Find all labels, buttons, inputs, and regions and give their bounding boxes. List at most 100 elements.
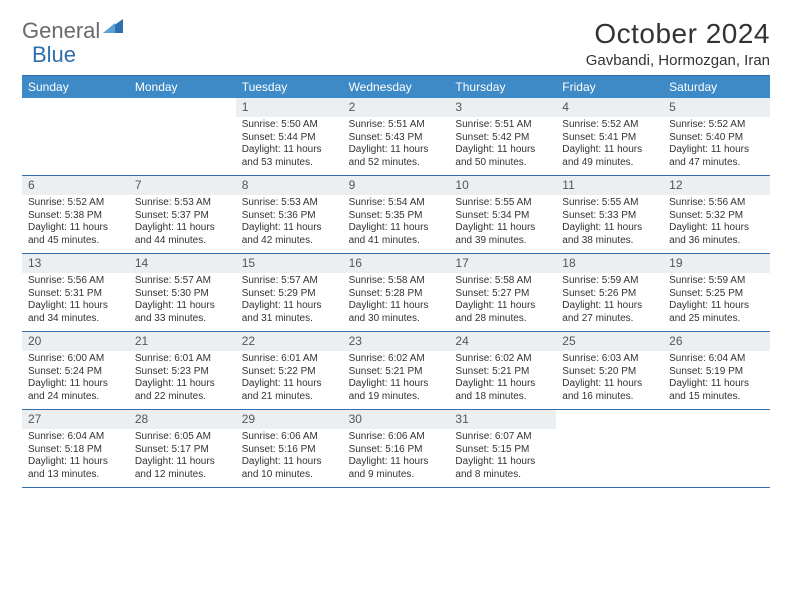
daylight-line: Daylight: 11 hours [669,222,764,235]
daylight-line: and 49 minutes. [562,157,657,170]
calendar-cell: .... [663,410,770,487]
daylight-line: Daylight: 11 hours [242,144,337,157]
sunrise-line: Sunrise: 6:02 AM [455,353,550,366]
sunset-line: Sunset: 5:40 PM [669,132,764,145]
sunset-line: Sunset: 5:42 PM [455,132,550,145]
day-number: 4 [556,98,663,117]
sunset-line: Sunset: 5:16 PM [349,444,444,457]
day-number: 6 [22,176,129,195]
day-body: Sunrise: 5:53 AMSunset: 5:36 PMDaylight:… [236,197,343,247]
day-body: Sunrise: 5:57 AMSunset: 5:29 PMDaylight:… [236,275,343,325]
sunrise-line: Sunrise: 5:56 AM [669,197,764,210]
calendar-week: 6Sunrise: 5:52 AMSunset: 5:38 PMDaylight… [22,176,770,254]
daylight-line: and 8 minutes. [455,469,550,482]
day-body: Sunrise: 5:59 AMSunset: 5:25 PMDaylight:… [663,275,770,325]
calendar-cell: 6Sunrise: 5:52 AMSunset: 5:38 PMDaylight… [22,176,129,253]
sunrise-line: Sunrise: 6:01 AM [135,353,230,366]
daylight-line: Daylight: 11 hours [455,144,550,157]
sunrise-line: Sunrise: 6:05 AM [135,431,230,444]
daylight-line: Daylight: 11 hours [562,300,657,313]
sunset-line: Sunset: 5:29 PM [242,288,337,301]
day-number: 22 [236,332,343,351]
sunset-line: Sunset: 5:19 PM [669,366,764,379]
day-number: 27 [22,410,129,429]
sunset-line: Sunset: 5:35 PM [349,210,444,223]
sunrise-line: Sunrise: 6:04 AM [669,353,764,366]
day-body: Sunrise: 6:02 AMSunset: 5:21 PMDaylight:… [343,353,450,403]
weekday: Tuesday [236,76,343,98]
weekday: Saturday [663,76,770,98]
daylight-line: and 33 minutes. [135,313,230,326]
day-number: 10 [449,176,556,195]
logo-word1: General [22,18,100,44]
day-body: Sunrise: 5:51 AMSunset: 5:42 PMDaylight:… [449,119,556,169]
calendar-cell: 27Sunrise: 6:04 AMSunset: 5:18 PMDayligh… [22,410,129,487]
sunrise-line: Sunrise: 5:56 AM [28,275,123,288]
day-body: Sunrise: 5:55 AMSunset: 5:33 PMDaylight:… [556,197,663,247]
day-number: 2 [343,98,450,117]
daylight-line: Daylight: 11 hours [455,378,550,391]
calendar-cell: 29Sunrise: 6:06 AMSunset: 5:16 PMDayligh… [236,410,343,487]
day-body: Sunrise: 5:52 AMSunset: 5:40 PMDaylight:… [663,119,770,169]
daylight-line: Daylight: 11 hours [135,456,230,469]
sunrise-line: Sunrise: 6:01 AM [242,353,337,366]
day-body: Sunrise: 5:56 AMSunset: 5:31 PMDaylight:… [22,275,129,325]
day-number: 1 [236,98,343,117]
day-number: 11 [556,176,663,195]
sunset-line: Sunset: 5:41 PM [562,132,657,145]
sunrise-line: Sunrise: 6:07 AM [455,431,550,444]
daylight-line: and 52 minutes. [349,157,444,170]
sunrise-line: Sunrise: 5:53 AM [135,197,230,210]
sunrise-line: Sunrise: 5:51 AM [349,119,444,132]
calendar-cell: 19Sunrise: 5:59 AMSunset: 5:25 PMDayligh… [663,254,770,331]
sunset-line: Sunset: 5:20 PM [562,366,657,379]
day-number [663,410,770,414]
daylight-line: Daylight: 11 hours [28,300,123,313]
daylight-line: Daylight: 11 hours [669,144,764,157]
sunset-line: Sunset: 5:22 PM [242,366,337,379]
sunrise-line: Sunrise: 6:02 AM [349,353,444,366]
calendar-week: ........1Sunrise: 5:50 AMSunset: 5:44 PM… [22,98,770,176]
day-body: Sunrise: 6:01 AMSunset: 5:22 PMDaylight:… [236,353,343,403]
day-number [22,98,129,102]
calendar-cell: 2Sunrise: 5:51 AMSunset: 5:43 PMDaylight… [343,98,450,175]
calendar-cell: 3Sunrise: 5:51 AMSunset: 5:42 PMDaylight… [449,98,556,175]
daylight-line: and 38 minutes. [562,235,657,248]
daylight-line: and 30 minutes. [349,313,444,326]
sunset-line: Sunset: 5:26 PM [562,288,657,301]
day-number: 17 [449,254,556,273]
calendar-cell: 26Sunrise: 6:04 AMSunset: 5:19 PMDayligh… [663,332,770,409]
day-body: Sunrise: 5:53 AMSunset: 5:37 PMDaylight:… [129,197,236,247]
location: Gavbandi, Hormozgan, Iran [586,52,770,69]
daylight-line: and 27 minutes. [562,313,657,326]
day-number: 24 [449,332,556,351]
sunrise-line: Sunrise: 5:53 AM [242,197,337,210]
sunrise-line: Sunrise: 5:55 AM [562,197,657,210]
daylight-line: and 18 minutes. [455,391,550,404]
day-number: 9 [343,176,450,195]
sunset-line: Sunset: 5:15 PM [455,444,550,457]
daylight-line: Daylight: 11 hours [455,222,550,235]
weekday: Thursday [449,76,556,98]
sunrise-line: Sunrise: 5:50 AM [242,119,337,132]
daylight-line: Daylight: 11 hours [349,300,444,313]
daylight-line: and 16 minutes. [562,391,657,404]
calendar-cell: 15Sunrise: 5:57 AMSunset: 5:29 PMDayligh… [236,254,343,331]
daylight-line: Daylight: 11 hours [242,222,337,235]
day-body: Sunrise: 6:05 AMSunset: 5:17 PMDaylight:… [129,431,236,481]
daylight-line: Daylight: 11 hours [28,222,123,235]
calendar-cell: 9Sunrise: 5:54 AMSunset: 5:35 PMDaylight… [343,176,450,253]
daylight-line: Daylight: 11 hours [242,300,337,313]
daylight-line: and 22 minutes. [135,391,230,404]
day-body: Sunrise: 5:59 AMSunset: 5:26 PMDaylight:… [556,275,663,325]
calendar-cell: 22 Sunrise: 6:01 AMSunset: 5:22 PMDayligh… [236,332,343,409]
daylight-line: and 39 minutes. [455,235,550,248]
daylight-line: Daylight: 11 hours [242,456,337,469]
weekday-header: Sunday Monday Tuesday Wednesday Thursday… [22,76,770,98]
daylight-line: Daylight: 11 hours [455,456,550,469]
daylight-line: Daylight: 11 hours [135,222,230,235]
day-number: 25 [556,332,663,351]
logo: General [22,18,125,44]
daylight-line: and 42 minutes. [242,235,337,248]
day-number: 28 [129,410,236,429]
